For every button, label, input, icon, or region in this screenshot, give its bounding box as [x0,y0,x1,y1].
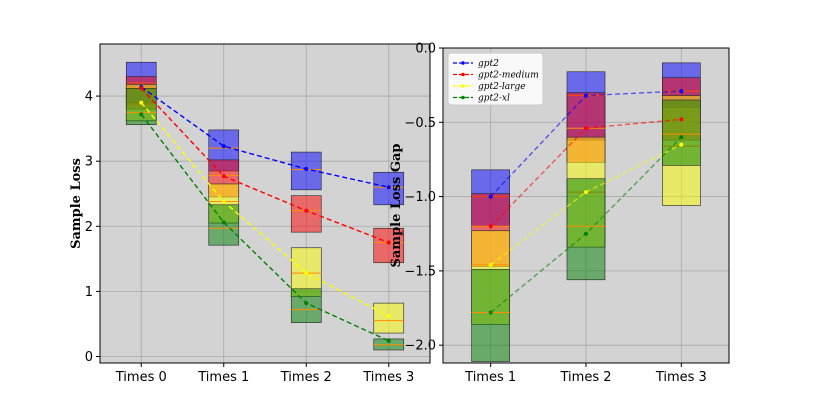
legend-label: gpt2 [478,59,499,69]
right-xtick-label: Times 2 [560,370,612,385]
right-ytick-label: −0.5 [404,116,436,131]
legend-label: gpt2-medium [478,71,539,81]
right-box-gpt2-xl [566,178,606,281]
right-point-gpt2-large [584,190,588,195]
left-point-gpt2-large [139,100,144,105]
legend-marker-gpt2-large [461,84,465,88]
right-point-gpt2 [584,93,588,98]
left-ytick-label: 4 [85,90,93,105]
right-chart: −2.0 −1.5 −1.0 −0.5 0.0 Times 1 Times 2 Times 3… [389,42,730,385]
legend-marker-gpt2-medium [461,72,465,77]
right-point-gpt2-xl [488,310,493,315]
right-xtick-label: Times 1 [464,370,516,385]
left-line-gpt2-large [140,102,390,317]
right-point-gpt2-large [679,142,684,147]
left-ytick-label: 0 [85,350,93,365]
left-line-gpt2-xl [140,113,390,342]
right-ytick-label: −1.5 [404,264,436,279]
legend-label: gpt2-large [478,82,526,92]
left-xtick-label: Times 0 [115,370,167,385]
left-point-gpt2 [304,166,309,171]
left-point-gpt2-xl [139,112,144,117]
left-point-gpt2-medium [221,174,226,179]
right-point-gpt2 [488,194,493,199]
left-point-gpt2-large [304,271,309,276]
right-ylabel: Sample Loss Gap [389,144,404,268]
right-point-gpt2-medium [584,126,588,131]
left-point-gpt2-xl [386,338,391,343]
right-point-gpt2-xl [584,231,588,236]
right-box-gpt2-xl [662,99,701,166]
left-ytick-label: 2 [85,220,93,235]
left-box-gpt2-medium [373,227,405,264]
right-ytick-label: −1.0 [404,190,436,205]
left-box-gpt2-large [290,247,322,297]
left-box-gpt2-xl [290,288,322,323]
left-line-gpt2 [140,86,389,188]
left-point-gpt2-medium [304,208,309,213]
left-point-gpt2-medium [386,240,391,245]
left-line-gpt2-medium [140,87,390,244]
left-ytick-label: 3 [85,155,93,170]
right-point-gpt2-medium [679,117,684,122]
right-box-gpt2-xl [471,269,510,362]
left-xtick-label: Times 2 [280,370,332,385]
left-point-gpt2 [221,144,226,149]
left-point-gpt2-large [221,199,226,204]
legend-marker-gpt2-xl [461,95,465,100]
left-axes-frame [99,43,431,364]
legend-frame [447,52,544,106]
left-ytick-label: 1 [85,285,93,300]
right-point-gpt2-medium [488,224,493,229]
legend-marker-gpt2 [461,61,465,65]
left-ylabel: Sample Loss [69,158,84,249]
left-point-gpt2 [386,185,391,190]
right-ytick-label: 0.0 [415,42,436,57]
right-point-gpt2 [679,89,684,94]
right-ytick-label: −2.0 [404,339,436,354]
left-xtick-label: Times 1 [197,370,249,385]
left-box-gpt2-xl [208,204,240,246]
right-xtick-label: Times 3 [655,370,707,385]
left-chart: 0 1 2 3 4 Times 0 Times 1 Times 2 Times 3 Sample … [69,43,431,385]
left-point-gpt2-medium [139,86,144,91]
left-box-gpt2-medium [290,195,322,233]
right-point-gpt2-large [488,262,493,267]
left-point-gpt2-large [386,314,391,319]
right-point-gpt2-xl [679,135,684,140]
left-xtick-label: Times 3 [362,370,414,385]
left-point-gpt2-xl [221,220,226,225]
left-point-gpt2-xl [304,301,309,306]
legend-label: gpt2-xl [478,94,510,104]
